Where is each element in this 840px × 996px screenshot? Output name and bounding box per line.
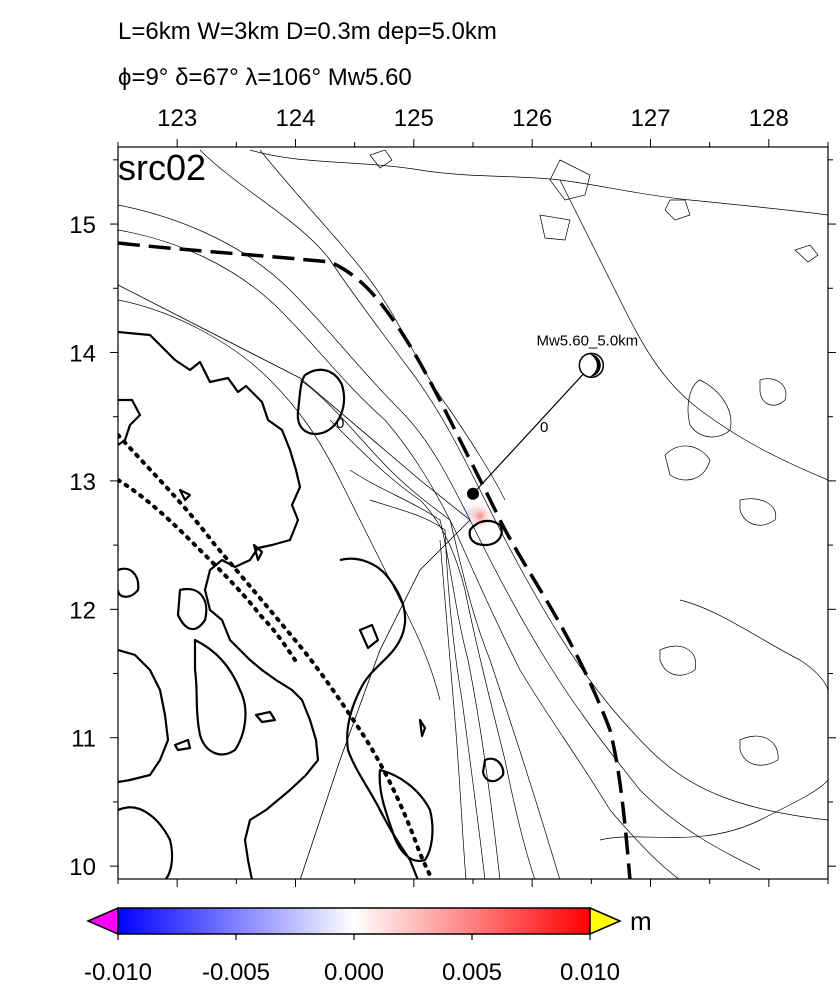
colorbar-tick-label: 0.010 [560, 959, 620, 986]
lat-tick-label: 15 [69, 212, 96, 239]
fault-dotted-2 [118, 478, 297, 662]
colorbar-under-triangle [86, 906, 119, 936]
uplift-blob [466, 500, 494, 532]
lat-tick-label: 13 [69, 469, 96, 496]
latitude-axis: 10 11 12 13 14 15 [69, 159, 836, 881]
colorbar-tick-label: -0.010 [84, 959, 152, 986]
panel-label: src02 [118, 147, 206, 188]
mechanism-label: Mw5.60_5.0km [536, 332, 638, 349]
coastline [118, 330, 505, 879]
figure-title-mechanism: ϕ=9° δ=67° λ=106° Mw5.60 [118, 64, 412, 91]
trench-line [118, 241, 632, 879]
colorbar-unit: m [630, 906, 652, 936]
lat-tick-label: 10 [69, 854, 96, 881]
profile-line-1 [118, 284, 471, 521]
contour-label-near-link: 0 [540, 419, 548, 436]
colorbar-tick-label: -0.005 [202, 959, 270, 986]
lon-tick-label: 126 [512, 105, 552, 132]
lat-tick-label: 12 [69, 597, 96, 624]
mechanism-link-line [472, 364, 592, 495]
map-content: 0 0 Mw5.60_5.0km src02 [118, 147, 828, 879]
colorbar-over-triangle [589, 906, 622, 936]
lat-tick-label: 11 [71, 726, 96, 753]
colorbar: -0.010 -0.005 0.000 0.005 0.010 m [84, 906, 652, 986]
epicenter-marker [467, 487, 479, 500]
longitude-axis: 123 124 125 126 127 128 [117, 105, 829, 887]
lon-tick-label: 128 [749, 105, 789, 132]
figure-title-parameters: L=6km W=3km D=0.3m dep=5.0km [118, 18, 497, 45]
colorbar-tick-label: 0.005 [442, 959, 502, 986]
colorbar-tick-label: 0.000 [324, 959, 384, 986]
lon-tick-label: 123 [157, 105, 197, 132]
lat-tick-label: 14 [69, 340, 96, 367]
colorbar-gradient [117, 907, 591, 935]
lon-tick-label: 127 [630, 105, 670, 132]
lon-tick-label: 125 [394, 105, 434, 132]
colorbar-ticks: -0.010 -0.005 0.000 0.005 0.010 [84, 934, 620, 986]
contour-label: 0 [336, 415, 344, 432]
lon-tick-label: 124 [275, 105, 315, 132]
fault-dotted-1 [118, 433, 434, 879]
focal-mechanism-beachball [578, 352, 605, 379]
profile-line-2 [299, 519, 471, 879]
